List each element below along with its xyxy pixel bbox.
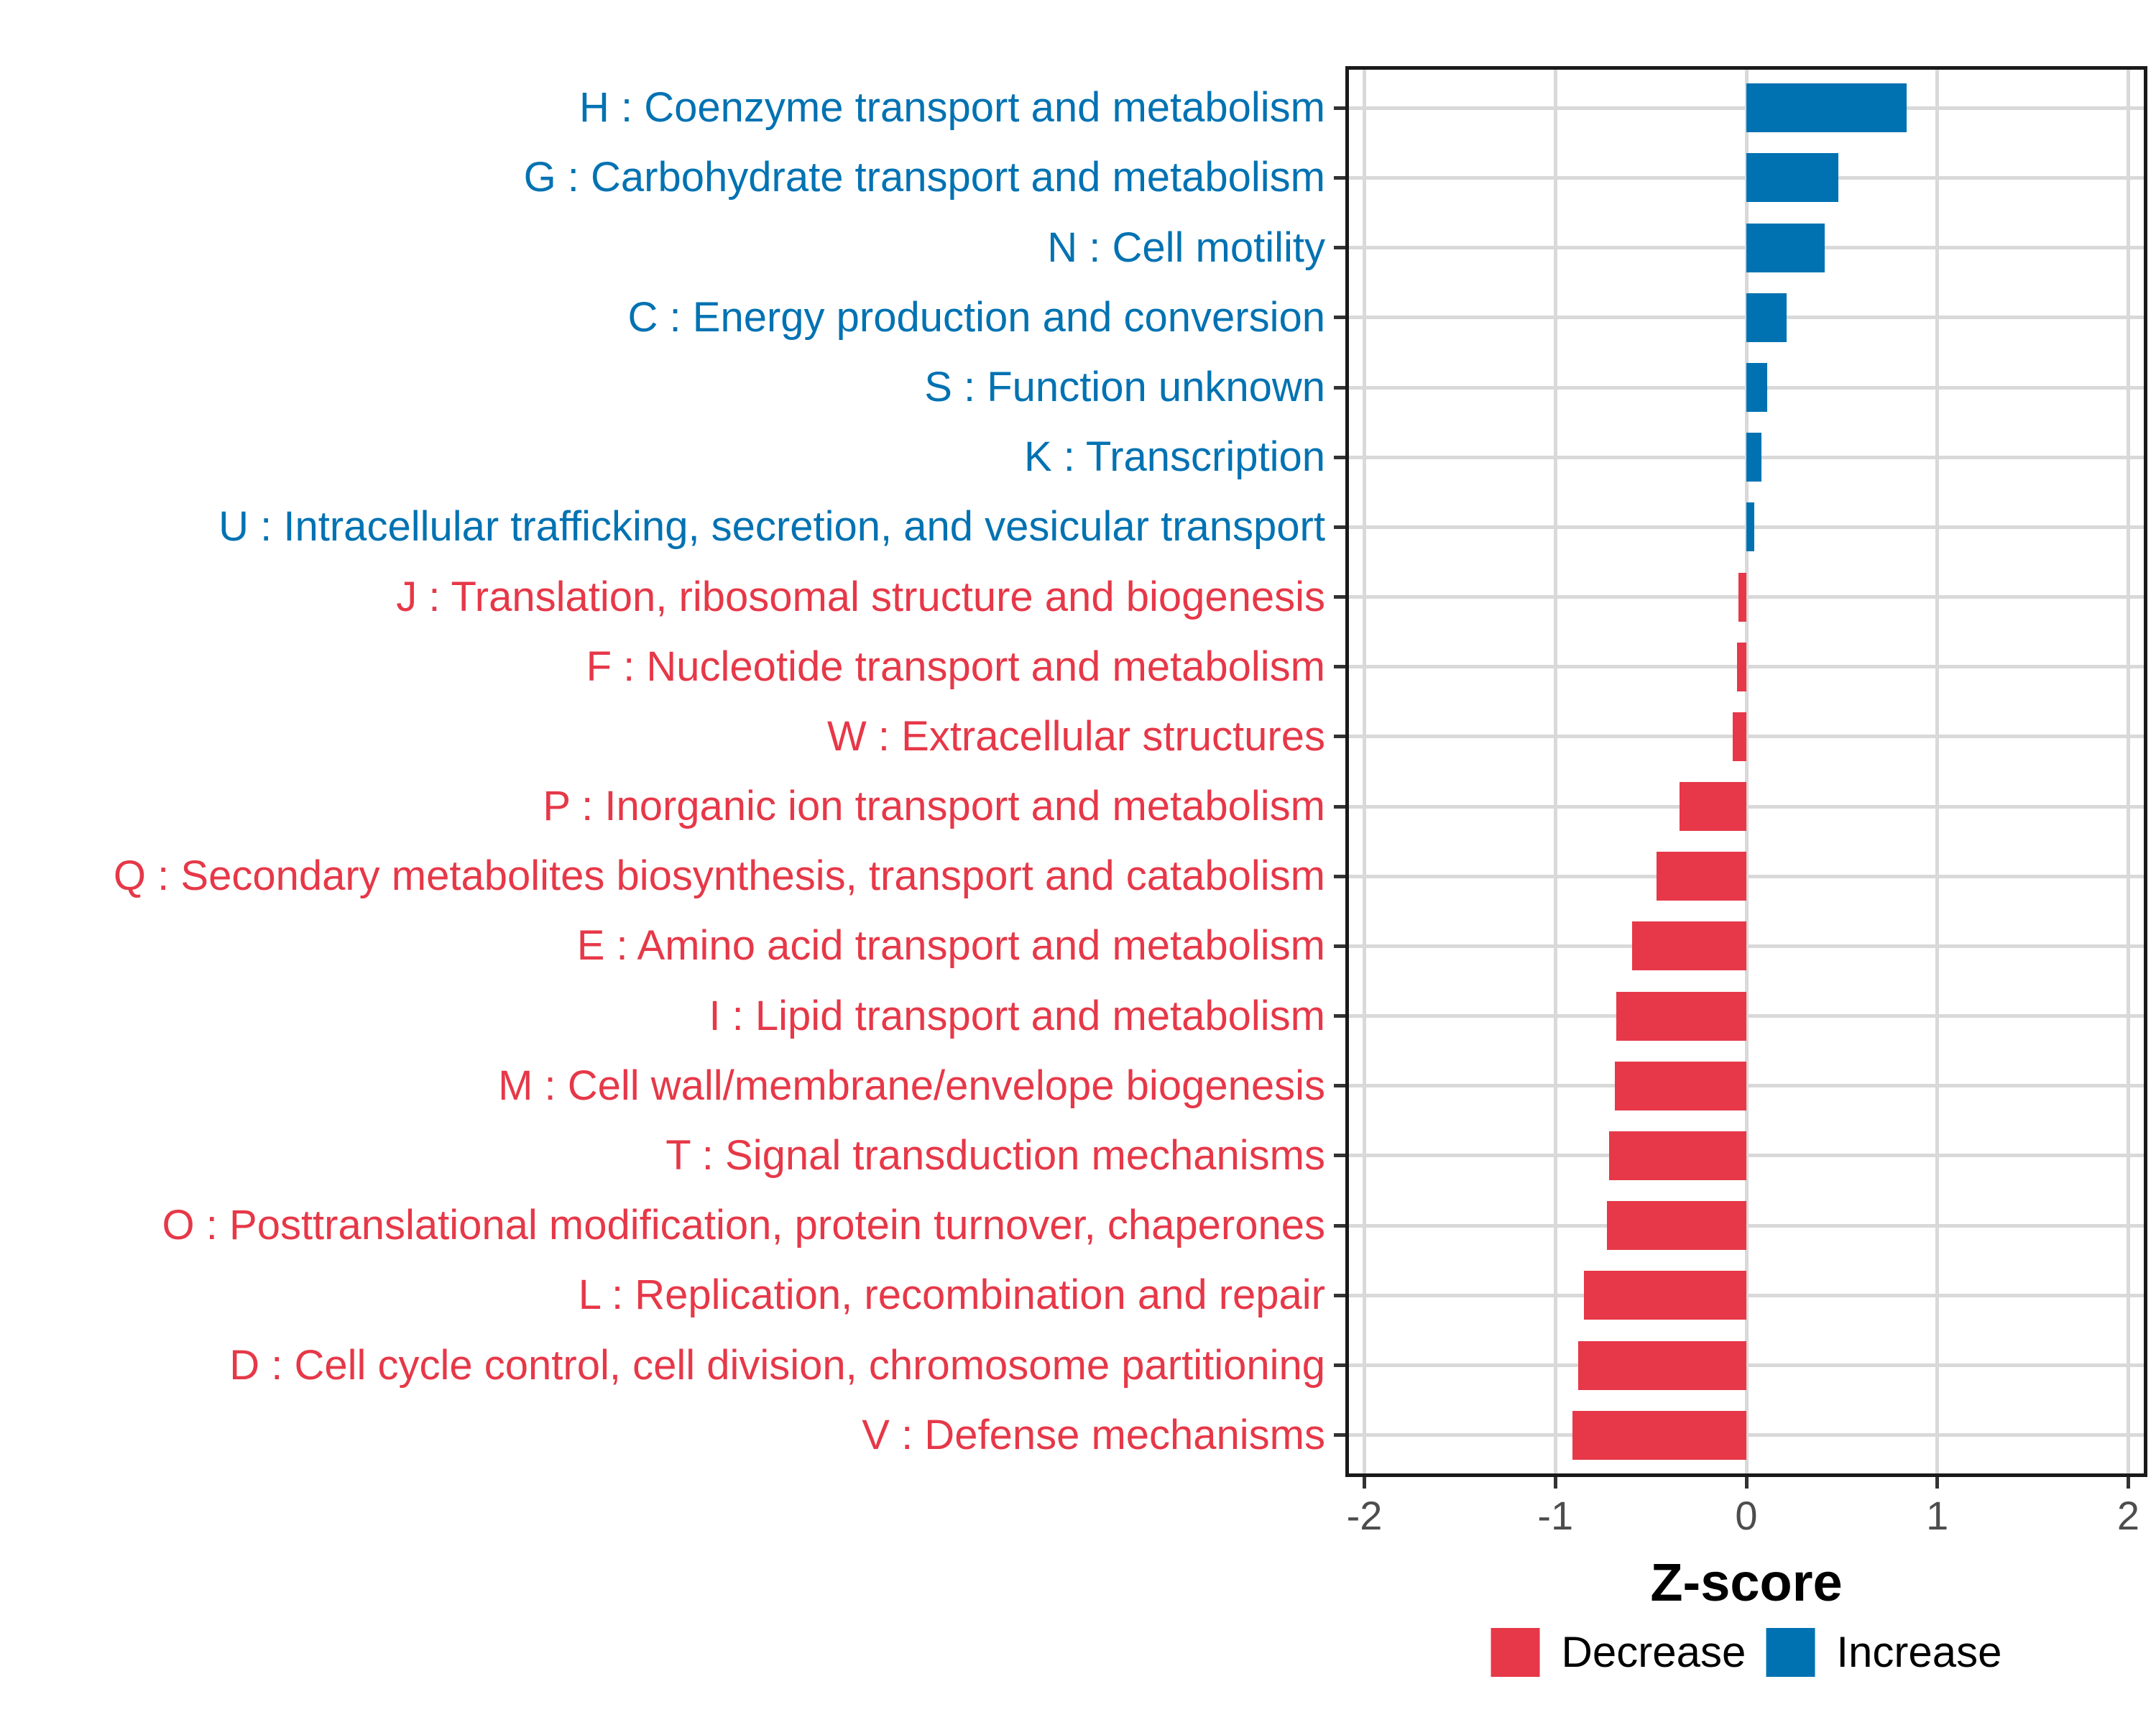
bar [1746,363,1768,413]
x-axis-tick [1744,1477,1749,1489]
bar [1607,1201,1746,1251]
category-label: V : Defense mechanisms [862,1411,1325,1458]
category-label: G : Carbohydrate transport and metabolis… [523,154,1325,201]
x-axis-tick [1553,1477,1557,1489]
x-axis-tick [2126,1477,2130,1489]
y-axis-tick [1334,525,1345,529]
x-tick-label: 1 [1926,1493,1949,1538]
y-axis-tick [1334,944,1345,948]
y-axis-tick [1334,455,1345,459]
y-axis-tick [1334,1223,1345,1228]
category-label: S : Function unknown [924,364,1325,411]
bar [1746,502,1754,552]
y-gridline [1345,1154,2147,1158]
category-label: P : Inorganic ion transport and metaboli… [543,783,1325,830]
category-label: C : Energy production and conversion [627,293,1325,341]
y-axis-tick [1334,106,1345,110]
bar [1616,991,1746,1041]
y-axis-tick [1334,1154,1345,1158]
bar [1657,852,1746,901]
category-label: H : Coenzyme transport and metabolism [579,84,1325,132]
category-label: J : Translation, ribosomal structure and… [396,573,1325,620]
x-gridline [1744,66,1749,1477]
bar [1572,1410,1746,1460]
y-gridline [1345,1223,2147,1228]
category-label: U : Intracellular trafficking, secretion… [218,503,1325,551]
y-axis-tick [1334,735,1345,739]
y-axis-tick [1334,1363,1345,1367]
bar [1578,1340,1746,1390]
x-gridline [1935,66,1940,1477]
category-label: K : Transcription [1023,433,1325,481]
bar [1631,921,1746,971]
category-label: D : Cell cycle control, cell division, c… [229,1341,1325,1389]
x-gridline [1553,66,1557,1477]
x-gridline [2126,66,2130,1477]
x-tick-label: 2 [2116,1493,2139,1538]
y-axis-tick [1334,1433,1345,1438]
bar [1584,1271,1746,1320]
x-axis-tick [1363,1477,1367,1489]
legend-label: Increase [1836,1628,2002,1676]
y-axis-tick [1334,246,1345,250]
y-axis-tick [1334,665,1345,669]
legend-key-increase [1766,1628,1815,1677]
bar [1680,782,1746,832]
x-gridline [1363,66,1367,1477]
bar [1733,712,1746,761]
legend-label: Decrease [1561,1628,1746,1676]
y-axis-tick [1334,874,1345,878]
y-axis-tick [1334,175,1345,180]
category-label: L : Replication, recombination and repai… [578,1271,1325,1319]
y-gridline [1345,735,2147,739]
category-label: F : Nucleotide transport and metabolism [586,643,1325,690]
category-label: E : Amino acid transport and metabolism [576,922,1325,970]
category-label: O : Posttranslational modification, prot… [162,1202,1325,1249]
y-axis-tick [1334,804,1345,809]
category-label: W : Extracellular structures [827,712,1325,760]
legend-key-decrease [1491,1628,1540,1677]
y-gridline [1345,874,2147,878]
y-gridline [1345,665,2147,669]
bar [1746,223,1825,272]
category-label: M : Cell wall/membrane/envelope biogenes… [498,1062,1325,1109]
category-label: Q : Secondary metabolites biosynthesis, … [113,852,1325,900]
bar [1746,433,1762,482]
y-axis-tick [1334,1084,1345,1088]
y-gridline [1345,1293,2147,1297]
y-gridline [1345,1084,2147,1088]
bar [1614,1061,1746,1110]
category-label: I : Lipid transport and metabolism [709,992,1325,1039]
x-tick-label: -1 [1537,1493,1574,1538]
y-axis-tick [1334,1293,1345,1297]
x-axis-tick [1935,1477,1940,1489]
x-tick-label: 0 [1735,1493,1758,1538]
y-gridline [1345,595,2147,599]
y-gridline [1345,944,2147,948]
bar [1746,83,1907,133]
y-gridline [1345,804,2147,809]
bar [1736,642,1746,691]
bar [1746,153,1838,203]
y-axis-tick [1334,385,1345,390]
bar [1746,293,1787,342]
y-axis-tick [1334,1014,1345,1018]
category-label: N : Cell motility [1047,224,1325,271]
y-gridline [1345,1433,2147,1438]
x-tick-label: -2 [1346,1493,1383,1538]
legend: Decrease Increase [1491,1628,2001,1677]
y-gridline [1345,1014,2147,1018]
category-label: T : Signal transduction mechanisms [665,1131,1325,1179]
bar [1608,1131,1746,1180]
y-gridline [1345,1363,2147,1367]
legend-item: Increase [1766,1628,2001,1677]
bar [1738,572,1746,622]
y-axis-tick [1334,316,1345,320]
x-axis-title: Z-score [1650,1552,1843,1612]
legend-item: Decrease [1491,1628,1746,1677]
y-axis-tick [1334,595,1345,599]
